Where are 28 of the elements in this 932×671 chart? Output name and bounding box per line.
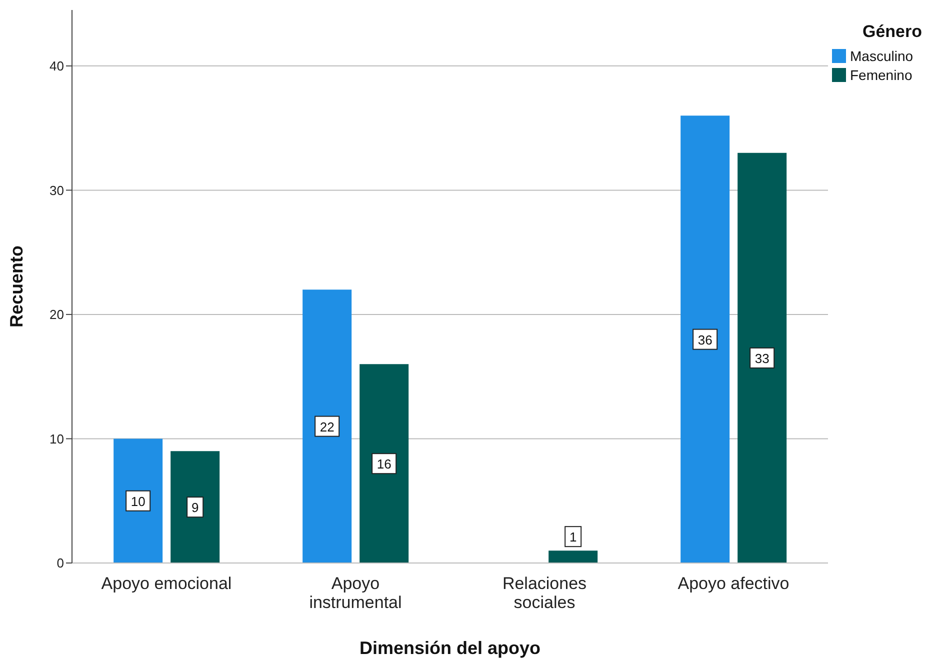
y-tick-label: 20 — [50, 307, 64, 322]
legend-title: Género — [861, 22, 923, 42]
bar — [360, 364, 409, 563]
y-tick-label: 0 — [56, 556, 64, 571]
y-tick-label: 10 — [50, 431, 64, 446]
bar — [738, 152, 787, 563]
bar — [114, 438, 163, 563]
x-axis-title: Dimensión del apoyo — [359, 638, 541, 658]
bar — [680, 116, 730, 563]
legend-label: Femenino — [850, 67, 912, 83]
data-label: 1 — [569, 530, 577, 545]
x-tick-label: Apoyo afectivo — [678, 574, 790, 593]
bar — [302, 290, 352, 563]
data-label: 10 — [130, 494, 146, 509]
data-label: 36 — [698, 332, 712, 348]
y-tick-label: 30 — [50, 182, 64, 198]
bar — [170, 451, 220, 563]
data-label: 16 — [376, 456, 392, 472]
x-tick-label: Apoyo instrumental — [309, 574, 402, 612]
data-label: 33 — [754, 350, 770, 366]
x-tick-label: Relaciones sociales — [502, 574, 587, 612]
data-label: 9 — [191, 500, 199, 516]
x-tick-label: Apoyo emocional — [101, 574, 232, 593]
data-label: 22 — [320, 419, 334, 434]
y-tick-label: 40 — [50, 58, 64, 74]
legend-label: Masculino — [850, 48, 914, 64]
y-axis-title: Recuento — [6, 245, 26, 328]
bar — [548, 550, 598, 563]
